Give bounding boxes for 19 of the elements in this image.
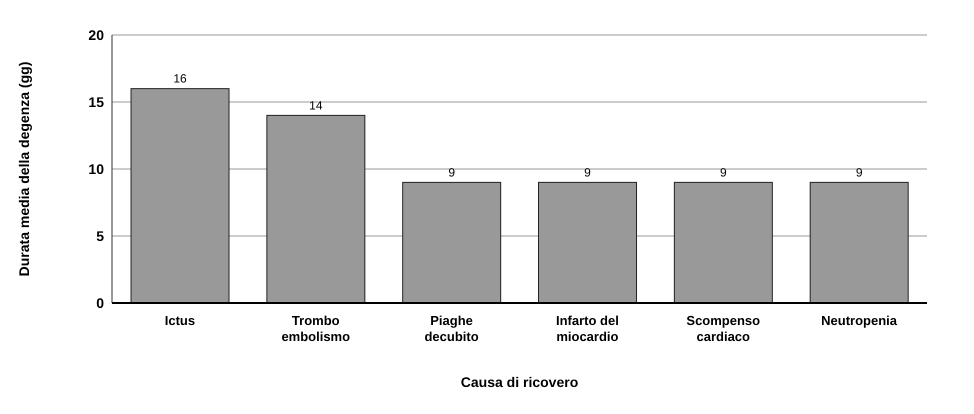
- x-tick-label: Ictus: [164, 313, 196, 328]
- x-axis-title: Causa di ricovero: [460, 374, 578, 390]
- data-label: 9: [584, 165, 592, 180]
- data-label: 16: [173, 72, 188, 86]
- x-tick-label: Scompenso cardiaco: [686, 313, 760, 344]
- x-tick-label: Piaghe decubito: [424, 313, 479, 344]
- data-label: 9: [448, 165, 456, 180]
- x-tick-label: Infarto del miocardio: [556, 313, 619, 344]
- data-label: 9: [856, 165, 863, 180]
- y-tick-label: 10: [88, 160, 104, 177]
- x-tick-label: Neutropenia: [821, 313, 898, 328]
- y-tick-label: 0: [96, 294, 104, 311]
- data-label: 14: [309, 98, 323, 112]
- x-tick-label: Trombo embolismo: [281, 313, 350, 344]
- y-tick-label: 5: [96, 228, 104, 244]
- y-tick-label: 20: [88, 26, 104, 43]
- y-tick-label: 15: [88, 94, 104, 110]
- data-label: 9: [720, 165, 728, 180]
- y-axis-title: Durata media della degenza (gg): [16, 62, 32, 276]
